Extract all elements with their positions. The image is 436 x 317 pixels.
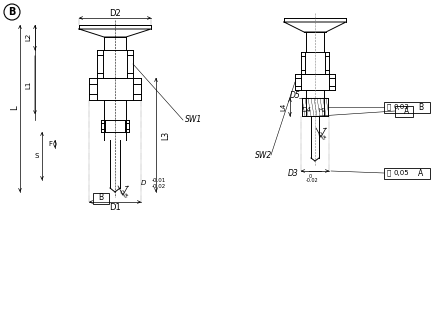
Text: D5: D5 (290, 92, 301, 100)
Text: B: B (418, 102, 423, 112)
Text: L4: L4 (280, 103, 286, 111)
Text: SW1: SW1 (185, 115, 202, 125)
Text: 0,8: 0,8 (316, 131, 326, 141)
Text: A: A (404, 107, 409, 115)
Text: D4: D4 (302, 107, 312, 113)
Bar (93, 193, 109, 204)
Text: L1: L1 (25, 81, 31, 89)
Text: -0.02: -0.02 (306, 178, 319, 183)
Text: D2: D2 (109, 10, 121, 18)
Text: L: L (10, 106, 20, 110)
Text: ⌲: ⌲ (387, 170, 391, 176)
Text: H7: H7 (318, 107, 326, 113)
Text: -0.02: -0.02 (152, 184, 166, 189)
Text: L3: L3 (161, 130, 170, 139)
Text: 0,05: 0,05 (393, 170, 409, 176)
Text: D1: D1 (109, 204, 121, 212)
Text: D3: D3 (288, 169, 299, 178)
Text: 0,03: 0,03 (393, 104, 409, 110)
Bar (395, 106, 413, 117)
Bar (384, 102, 430, 113)
Text: 0,8: 0,8 (118, 189, 128, 199)
Text: B: B (8, 7, 16, 17)
Bar (384, 168, 430, 179)
Text: S: S (34, 153, 39, 159)
Text: L2: L2 (25, 33, 31, 41)
Text: A: A (418, 169, 423, 178)
Text: ⌲: ⌲ (387, 104, 391, 110)
Text: F: F (48, 141, 52, 147)
Text: -0.01: -0.01 (152, 178, 166, 183)
Text: B: B (99, 193, 104, 203)
Text: 0: 0 (309, 173, 312, 178)
Text: SW2: SW2 (255, 151, 272, 159)
Text: D: D (141, 180, 146, 186)
